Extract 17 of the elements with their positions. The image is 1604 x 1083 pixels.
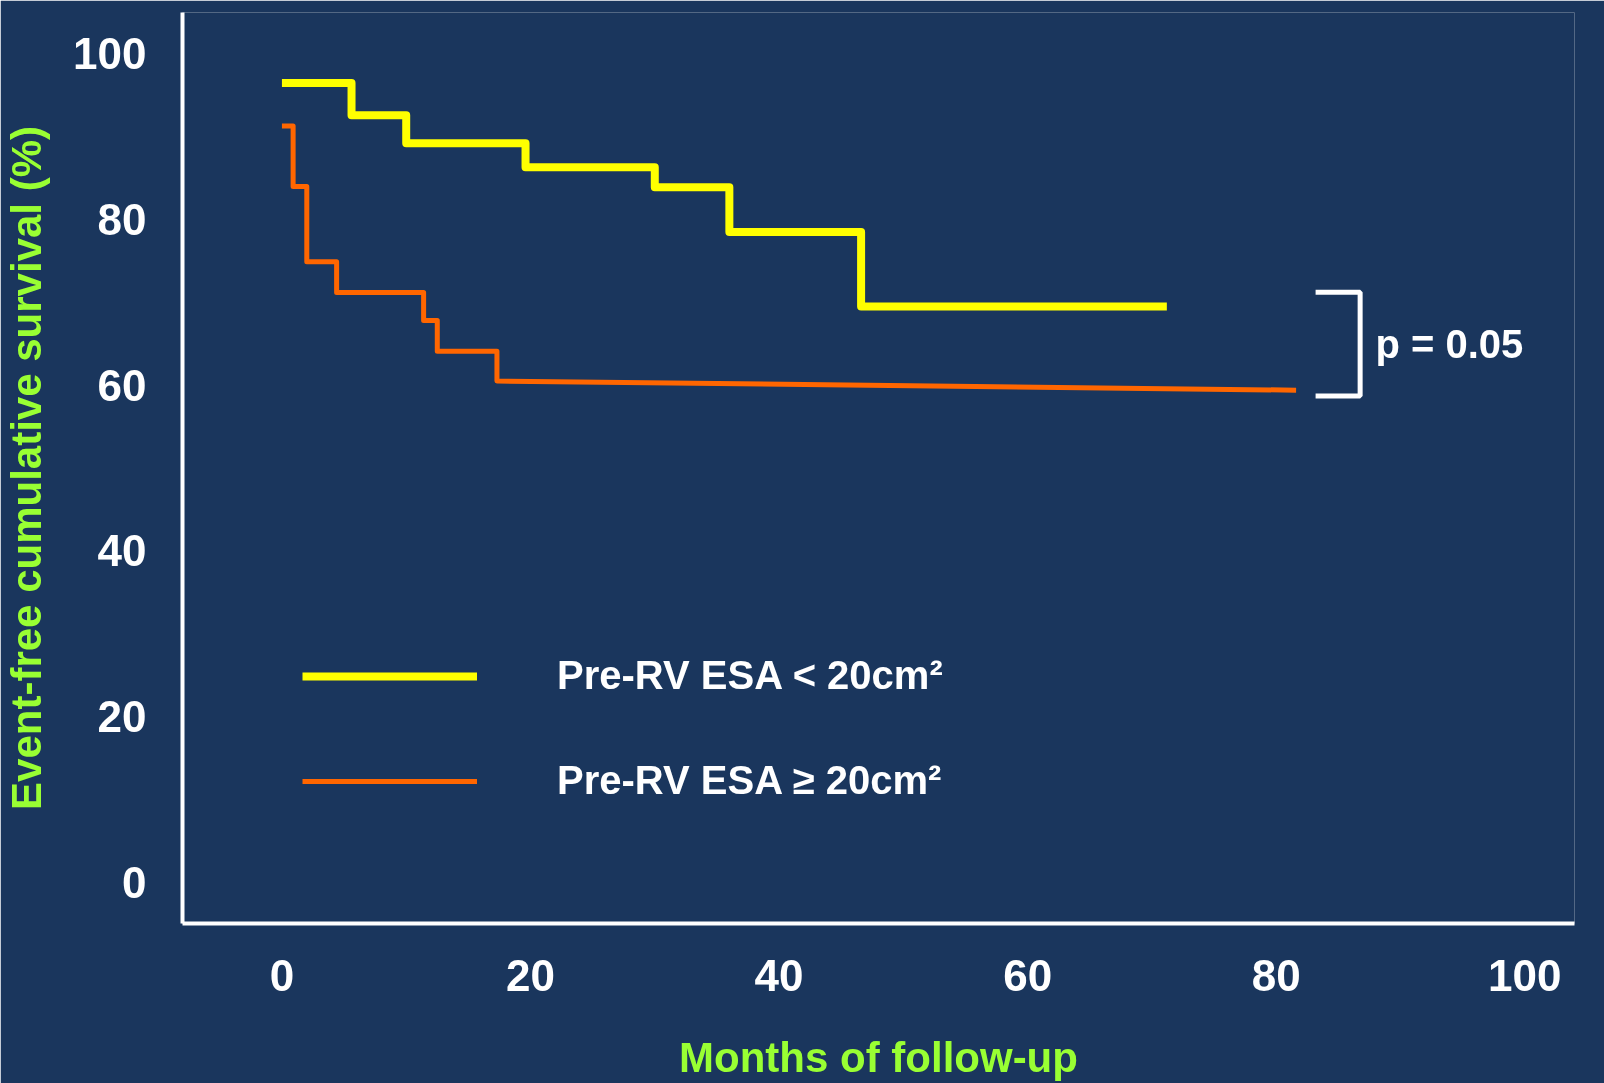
annotation: p = 0.05 <box>1375 322 1524 367</box>
x-tick-label: 60 <box>1003 950 1053 1000</box>
x-tick-label: 20 <box>506 950 555 1000</box>
x-tick-label: 40 <box>754 950 804 1000</box>
x-axis-title: Months of follow-up <box>679 1033 1078 1081</box>
y-tick-label: 40 <box>97 526 147 576</box>
y-tick-label: 100 <box>73 29 147 79</box>
y-axis-title: Event-free cumulative survival (%) <box>3 126 51 810</box>
y-tick-label: 0 <box>122 857 147 907</box>
y-tick-label: 60 <box>97 360 147 410</box>
legend-label: Pre-RV ESA < 20cm² <box>557 653 943 698</box>
y-tick-label: 20 <box>97 691 147 741</box>
x-tick-label: 0 <box>269 950 295 1000</box>
x-tick-label: 100 <box>1488 950 1562 1000</box>
legend-label: Pre-RV ESA ≥ 20cm² <box>557 758 942 803</box>
y-tick-label: 80 <box>97 195 147 245</box>
x-tick-label: 80 <box>1251 950 1301 1000</box>
